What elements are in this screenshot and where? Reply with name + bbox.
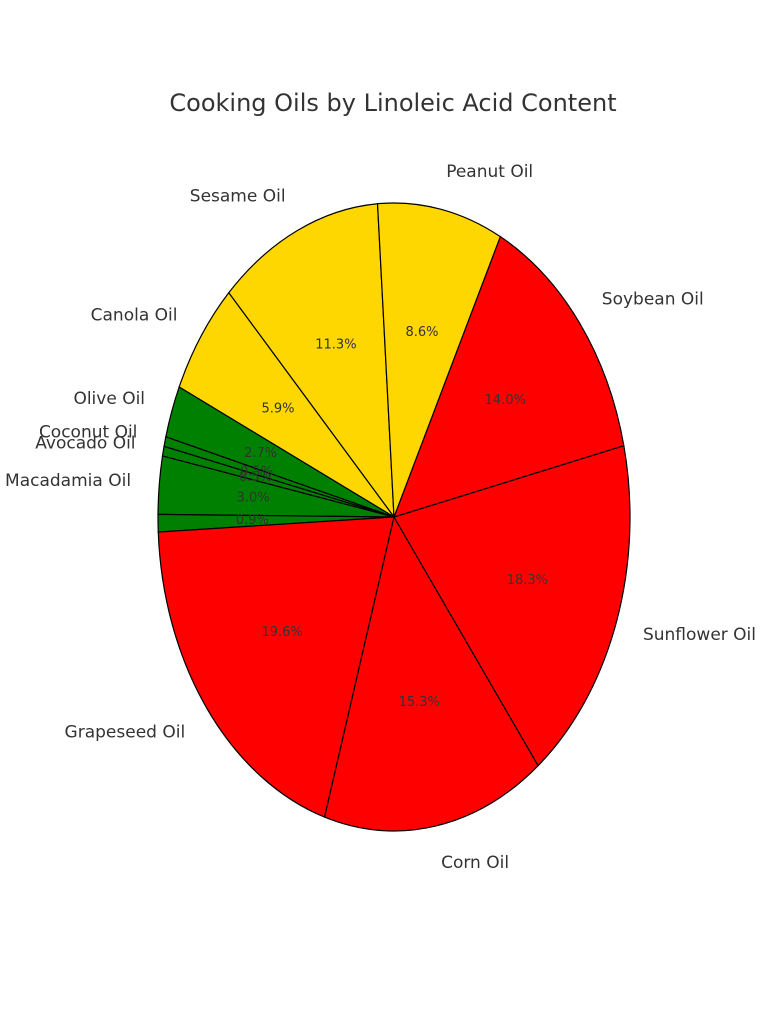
category-label-sunflower-oil: Sunflower Oil [643, 625, 756, 645]
percentage-label-canola-oil: 5.9% [262, 401, 295, 416]
category-label-grapeseed-oil: Grapeseed Oil [65, 723, 186, 743]
percentage-label-peanut-oil: 8.6% [405, 325, 438, 340]
category-label-corn-oil: Corn Oil [441, 853, 509, 873]
percentage-labels: 11.3% 5.9% 2.7% 0.5%0.5% 3.0% 0.9% 19.6% 15.3% 1… [236, 325, 548, 710]
category-label-macadamia-oil: Macadamia Oil [5, 471, 131, 491]
percentage-label-soybean-oil: 14.0% [485, 393, 526, 408]
percentage-label-sunflower-oil: 18.3% [507, 573, 548, 588]
percentage-label-avocado-oil: 0.5% [239, 470, 272, 485]
pie-slice-peanut-oil [376, 202, 502, 518]
pie-slices [157, 202, 631, 832]
percentage-label-grapeseed-oil: 19.6% [261, 625, 302, 640]
percentage-label-olive-oil: 2.7% [244, 446, 277, 461]
pie-slice-grapeseed-oil [157, 516, 395, 818]
category-label-sesame-oil: Sesame Oil [190, 186, 286, 206]
pie-slice-sesame-oil [228, 203, 395, 519]
category-labels: Sesame Oil Canola Oil Olive Oil Coconut Oil… [5, 162, 756, 873]
percentage-label-unlabeled-6: 0.9% [236, 513, 269, 528]
category-label-soybean-oil: Soybean Oil [602, 290, 704, 310]
category-label-avocado-oil: Avocado Oil [35, 433, 135, 453]
percentage-label-sesame-oil: 11.3% [315, 338, 356, 353]
category-label-olive-oil: Olive Oil [73, 389, 145, 409]
category-label-peanut-oil: Peanut Oil [446, 162, 533, 182]
category-label-coconut-oil: Coconut Oil [39, 423, 137, 443]
percentage-label-coconut-oil: 0.5% [240, 464, 273, 479]
chart-title: Cooking Oils by Linoleic Acid Content [169, 89, 616, 117]
pie-slice-corn-oil [323, 515, 539, 832]
percentage-label-macadamia-oil: 3.0% [237, 490, 270, 505]
pie-slice-soybean-oil [393, 235, 625, 518]
percentage-label-corn-oil: 15.3% [399, 695, 440, 710]
pie-slice-sunflower-oil [393, 444, 631, 767]
category-label-canola-oil: Canola Oil [91, 305, 178, 325]
